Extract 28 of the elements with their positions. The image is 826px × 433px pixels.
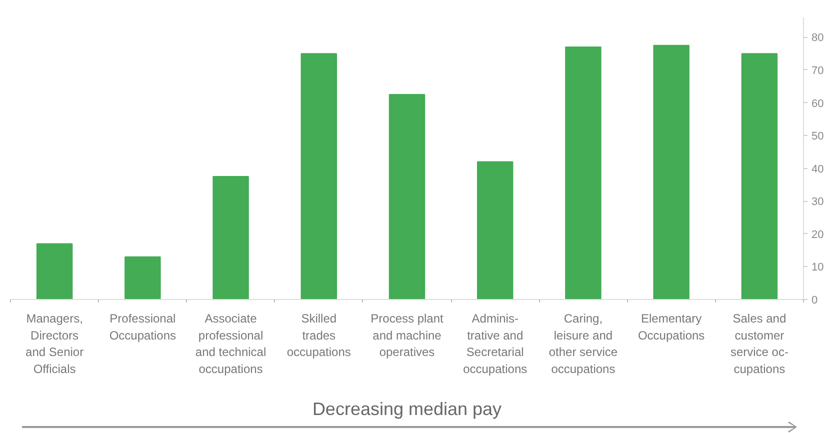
x-tick-label: Elementary Occupations (638, 312, 705, 342)
bar (476, 161, 514, 300)
y-tick-label: 0 (812, 294, 818, 306)
y-tick-label: 60 (812, 98, 824, 110)
x-tick-label: Professional Occupations (109, 312, 176, 342)
bar (212, 176, 249, 300)
bar (300, 53, 338, 300)
x-tick-label: Skilled trades occupations (286, 312, 351, 360)
y-tick-label: 10 (812, 262, 824, 274)
x-tick-label: Process plant and machine operatives (370, 312, 444, 360)
bar (388, 94, 426, 300)
x-tick-label: Adminis- trative and Secretarial occupations (463, 312, 528, 376)
y-tick-label: 80 (812, 32, 824, 44)
bar (653, 44, 690, 300)
bar (36, 243, 73, 300)
bar (565, 46, 602, 300)
x-axis-title: Decreasing median pay (312, 398, 502, 419)
x-tick-label: Associate professional and technical occupations (195, 312, 266, 376)
y-tick-label: 30 (812, 196, 824, 208)
y-tick-label: 40 (812, 163, 824, 176)
y-tick-label: 70 (812, 64, 824, 77)
y-tick-label: 20 (812, 228, 824, 241)
x-tick-label: Caring, leisure and other service occupations (548, 312, 618, 376)
x-tick-label: Managers, Directors and Senior Officials (26, 312, 84, 376)
bar (124, 256, 161, 300)
x-tick-label: Sales and customer service oc- cupations (730, 312, 788, 376)
bar (741, 53, 778, 300)
y-tick-label: 50 (812, 130, 824, 143)
